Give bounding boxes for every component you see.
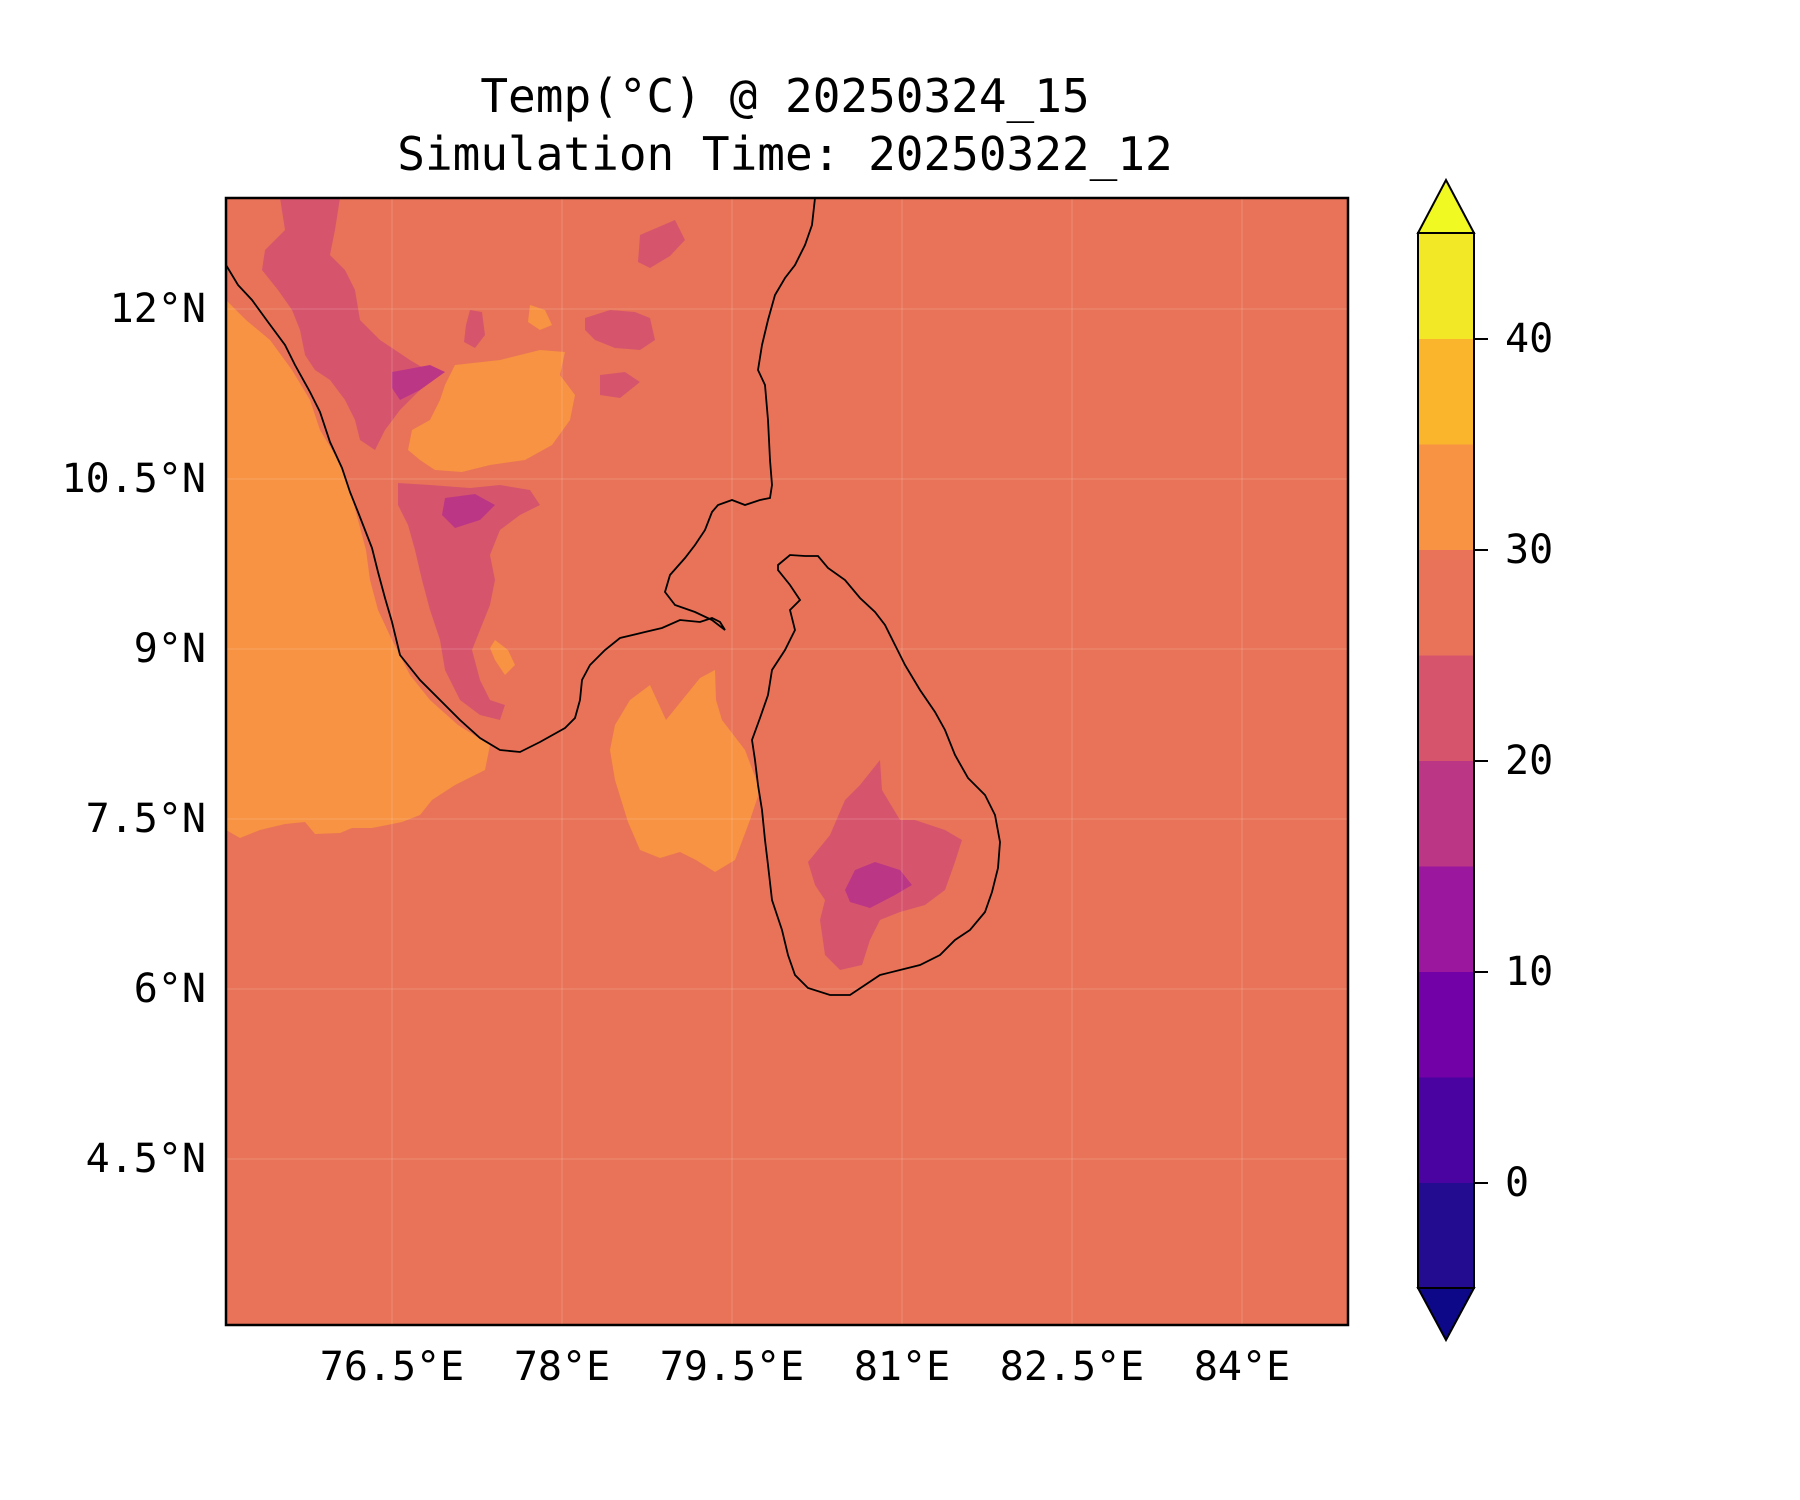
- contour-ghats-cool-north: [262, 198, 430, 450]
- colorbar-segment: [1418, 1182, 1474, 1289]
- y-tick-label: 10.5°N: [62, 456, 207, 502]
- contour-inland-warm-patch: [408, 350, 575, 472]
- colorbar: 0 10 20 30 40: [1416, 177, 1553, 1343]
- colorbar-tick-label: 20: [1505, 738, 1553, 784]
- colorbar-tick-label: 10: [1505, 949, 1553, 995]
- y-tick-label: 12°N: [110, 286, 206, 332]
- map-gridlines: [226, 198, 1348, 1325]
- y-axis: 12°N 10.5°N 9°N 7.5°N 6°N 4.5°N: [62, 286, 207, 1182]
- x-tick-label: 82.5°E: [1000, 1344, 1145, 1390]
- contour-cold-core-north: [392, 365, 445, 400]
- colorbar-segment: [1418, 233, 1474, 339]
- colorbar-tick-label: 0: [1505, 1160, 1529, 1206]
- colorbar-segments: [1418, 233, 1474, 1289]
- contour-ghats-cool-south: [398, 483, 540, 720]
- coastline-india: [226, 198, 816, 753]
- colorbar-segment: [1418, 866, 1474, 972]
- title-line-2: Simulation Time: 20250322_12: [397, 127, 1172, 181]
- colorbar-segment: [1418, 444, 1474, 550]
- colorbar-segment: [1418, 971, 1474, 1078]
- x-tick-label: 79.5°E: [660, 1344, 805, 1390]
- x-tick-label: 78°E: [514, 1344, 610, 1390]
- title-line-1: Temp(°C) @ 20250324_15: [480, 69, 1089, 123]
- contour-west-coast-warm: [226, 300, 490, 838]
- x-tick-label: 84°E: [1194, 1344, 1290, 1390]
- colorbar-segment: [1418, 760, 1474, 867]
- y-tick-label: 6°N: [134, 966, 206, 1012]
- colorbar-segment: [1418, 549, 1474, 656]
- colorbar-tick-label: 30: [1505, 527, 1553, 573]
- map-panel: [226, 198, 1348, 1325]
- x-tick-label: 81°E: [854, 1344, 950, 1390]
- x-tick-label: 76.5°E: [320, 1344, 465, 1390]
- contour-cold-core-south: [442, 494, 495, 528]
- colorbar-segment: [1418, 1077, 1474, 1183]
- colorbar-extend-min: [1416, 1287, 1476, 1343]
- colorbar-segment: [1418, 655, 1474, 761]
- contour-cool-patch-d: [600, 372, 640, 398]
- contour-sri-lanka-cool: [808, 760, 962, 970]
- contour-cold-core-sri-lanka: [845, 862, 912, 908]
- x-axis: 76.5°E 78°E 79.5°E 81°E 82.5°E 84°E: [320, 1344, 1290, 1390]
- colorbar-segment: [1418, 338, 1474, 445]
- map-frame: [224, 196, 1350, 1327]
- contour-cool-patch-a: [585, 310, 655, 350]
- contour-cool-patch-c: [464, 310, 485, 348]
- contour-cool-patch-b: [638, 220, 685, 268]
- y-tick-label: 9°N: [134, 626, 206, 672]
- coastline-sri-lanka: [751, 554, 1001, 996]
- y-tick-label: 7.5°N: [86, 796, 206, 842]
- colorbar-tick-label: 40: [1505, 316, 1553, 362]
- colorbar-extend-max: [1416, 177, 1476, 234]
- contour-small-warm-patch: [528, 305, 552, 330]
- contour-small-warm-patch-2: [490, 640, 515, 675]
- colorbar-ticks: [1474, 338, 1488, 1184]
- contour-sea-warm-patch: [610, 670, 760, 872]
- y-tick-label: 4.5°N: [86, 1136, 206, 1182]
